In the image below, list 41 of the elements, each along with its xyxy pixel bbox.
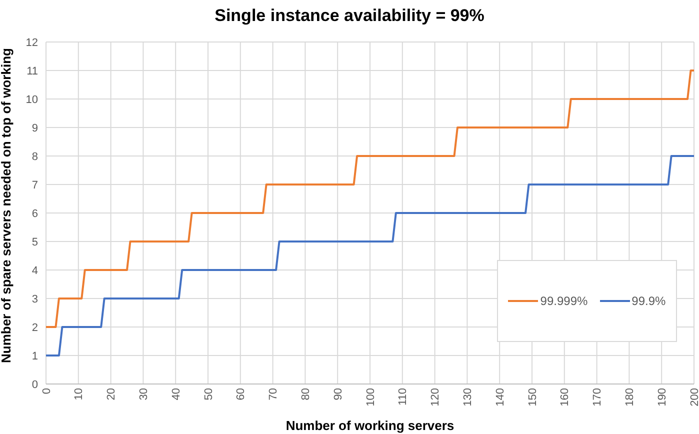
x-tick-label: 10 xyxy=(73,388,86,400)
x-tick-label: 160 xyxy=(559,388,572,406)
x-tick-label: 20 xyxy=(106,388,118,400)
x-tick-label: 140 xyxy=(494,388,506,406)
y-tick-label: 4 xyxy=(32,264,38,277)
x-tick-label: 130 xyxy=(462,388,474,406)
y-tick-label: 9 xyxy=(32,122,38,134)
x-tick-label: 150 xyxy=(526,388,539,406)
y-tick-label: 1 xyxy=(32,350,38,362)
x-tick-label: 60 xyxy=(235,388,248,400)
y-axis-title: Number of spare servers needed on top of working xyxy=(0,48,14,363)
x-tick-label: 0 xyxy=(40,388,53,394)
y-tick-label: 6 xyxy=(32,208,38,220)
y-tick-label: 2 xyxy=(32,322,38,334)
x-tick-label: 30 xyxy=(138,388,150,400)
x-tick-label: 200 xyxy=(688,388,699,406)
x-tick-label: 110 xyxy=(397,388,410,406)
x-tick-label: 100 xyxy=(364,388,377,406)
x-tick-label: 180 xyxy=(624,388,636,406)
y-tick-label: 11 xyxy=(26,65,38,78)
line-series xyxy=(46,155,694,356)
legend-label: 99.999% xyxy=(539,294,588,308)
x-tick-label: 120 xyxy=(430,388,442,406)
y-tick-label: 12 xyxy=(26,36,38,49)
x-tick-label: 90 xyxy=(332,388,344,400)
x-tick-label: 70 xyxy=(268,388,280,400)
line-series xyxy=(46,70,694,328)
legend-label: 99.9% xyxy=(630,294,666,308)
chart-title: Single instance availability = 99% xyxy=(214,6,486,26)
x-tick-label: 170 xyxy=(592,388,604,406)
x-axis-title: Number of working servers xyxy=(286,418,454,433)
x-tick-label: 40 xyxy=(170,388,182,400)
y-tick-label: 5 xyxy=(32,236,38,248)
y-tick-label: 0 xyxy=(32,378,38,391)
y-tick-label: 10 xyxy=(26,94,38,106)
x-tick-label: 80 xyxy=(300,388,312,400)
y-tick-label: 8 xyxy=(32,150,38,163)
x-tick-label: 50 xyxy=(202,388,215,400)
y-tick-label: 3 xyxy=(32,293,38,306)
y-tick-label: 7 xyxy=(32,179,38,192)
x-tick-label: 190 xyxy=(656,388,668,406)
